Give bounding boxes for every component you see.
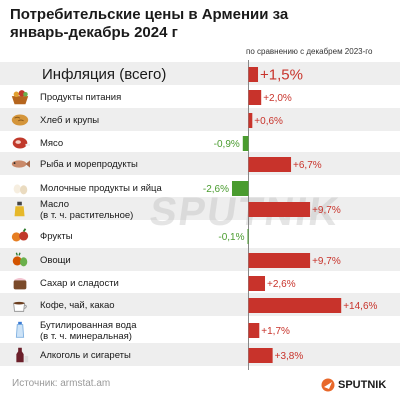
value-label: +1,5% [260,67,303,84]
value-label: +6,7% [293,160,322,171]
row-background [0,343,400,366]
category-label: Кофе, чай, какао [40,300,115,311]
brand-name: SPUTNIK [338,379,387,391]
value-label: +1,7% [261,326,290,337]
category-label: Продукты питания [40,92,122,103]
oil-bottle-icon [9,199,31,219]
chart-subtitle: по сравнению с декабрем 2023-го [246,47,373,56]
meat-icon [9,133,31,153]
dairy-eggs-icon [9,178,31,198]
value-label: +9,7% [312,205,341,216]
category-label: Хлеб и крупы [40,115,100,126]
bar [247,229,249,244]
row-background [0,108,400,131]
sweets-icon [9,273,31,293]
bar [248,253,311,268]
row-background [0,152,400,175]
value-label: -0,9% [214,139,240,150]
fruits-icon [9,226,31,246]
sputnik-logo: SPUTNIK [321,377,386,393]
vegetables-icon [9,250,31,270]
category-label: Овощи [40,255,71,266]
coffee-icon [9,295,31,315]
food-basket-icon [9,87,31,107]
bar [248,276,266,291]
value-label: +2,6% [267,279,296,290]
category-label: Мясо [40,138,64,149]
chart-title: Потребительские цены в Армении за январь… [10,6,289,41]
row-background [0,62,400,85]
category-label: Сахар и сладости [40,278,119,289]
bar [248,323,260,338]
water-bottle-icon [9,320,31,340]
fish-icon [9,154,31,174]
value-label: +9,7% [312,256,341,267]
bar [248,298,342,313]
bar [242,136,249,151]
category-label: Фрукты [40,231,73,242]
value-label: -2,6% [203,184,229,195]
value-label: +3,8% [275,351,304,362]
bar [248,157,292,172]
bar [248,90,262,105]
value-label: -0,1% [218,232,244,243]
category-label: Рыба и морепродукты [40,159,138,170]
bar [248,113,253,128]
category-label: Бутилированная вода (в т. ч. минеральная) [40,319,137,342]
value-label: +14,6% [343,301,377,312]
value-label: +2,0% [263,93,292,104]
alcohol-icon [9,345,31,365]
value-label: +0,6% [254,116,283,127]
sputnik-logo-icon [321,378,335,392]
bar [231,181,249,196]
category-label: Инфляция (всего) [42,65,167,83]
category-label: Масло (в т. ч. растительное) [40,198,134,221]
bread-icon [9,110,31,130]
bar [248,348,273,363]
category-label: Алкоголь и сигареты [40,350,131,361]
category-label: Молочные продукты и яйца [40,183,162,194]
bar [248,202,311,217]
bar [248,67,259,82]
source-note: Источник: armstat.am [12,378,111,389]
